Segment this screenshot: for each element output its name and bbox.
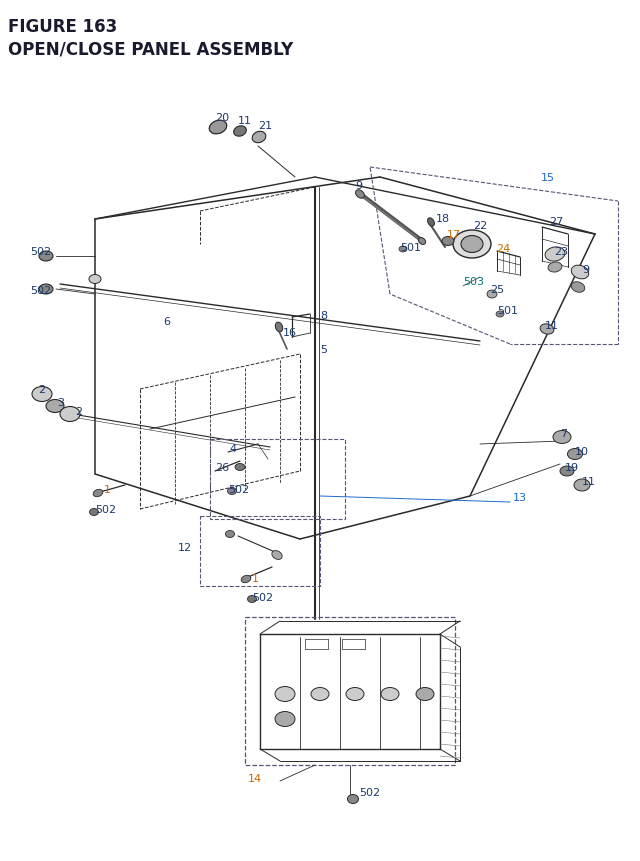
Text: 25: 25 <box>490 285 504 294</box>
Text: 503: 503 <box>463 276 484 287</box>
Text: 8: 8 <box>320 311 327 320</box>
Text: 19: 19 <box>565 462 579 473</box>
Text: 9: 9 <box>355 181 362 191</box>
Bar <box>245 617 455 765</box>
Ellipse shape <box>572 266 589 280</box>
Ellipse shape <box>419 238 426 245</box>
Bar <box>200 517 320 586</box>
Text: 13: 13 <box>513 492 527 503</box>
Ellipse shape <box>346 688 364 701</box>
Text: 24: 24 <box>496 244 510 254</box>
Text: 502: 502 <box>359 787 380 797</box>
Ellipse shape <box>252 132 266 144</box>
Text: 9: 9 <box>582 264 589 275</box>
Text: 15: 15 <box>541 173 555 183</box>
Text: 502: 502 <box>95 505 116 514</box>
Ellipse shape <box>540 325 554 335</box>
Ellipse shape <box>560 467 574 476</box>
Text: 501: 501 <box>400 243 421 253</box>
Text: 11: 11 <box>582 476 596 486</box>
Ellipse shape <box>275 712 295 727</box>
Ellipse shape <box>548 263 562 273</box>
Bar <box>210 439 345 519</box>
Ellipse shape <box>46 400 64 413</box>
Ellipse shape <box>272 551 282 560</box>
Text: 1: 1 <box>104 485 111 494</box>
Ellipse shape <box>209 121 227 134</box>
Text: OPEN/CLOSE PANEL ASSEMBLY: OPEN/CLOSE PANEL ASSEMBLY <box>8 40 293 58</box>
Text: 21: 21 <box>258 121 272 131</box>
Text: 502: 502 <box>228 485 249 494</box>
Ellipse shape <box>311 688 329 701</box>
Ellipse shape <box>348 795 358 803</box>
Ellipse shape <box>241 576 251 583</box>
Ellipse shape <box>90 509 99 516</box>
Ellipse shape <box>487 291 497 299</box>
Ellipse shape <box>39 251 53 262</box>
Text: 14: 14 <box>248 773 262 784</box>
Text: 23: 23 <box>554 247 568 257</box>
Text: 2: 2 <box>75 406 82 417</box>
Text: 11: 11 <box>238 116 252 126</box>
Text: 22: 22 <box>473 220 487 231</box>
Ellipse shape <box>545 248 565 262</box>
Ellipse shape <box>89 276 101 284</box>
Ellipse shape <box>572 282 585 293</box>
Ellipse shape <box>39 285 53 294</box>
Ellipse shape <box>93 490 103 497</box>
Text: 502: 502 <box>30 247 51 257</box>
Text: 4: 4 <box>229 443 236 454</box>
Text: 18: 18 <box>436 214 450 224</box>
Text: 6: 6 <box>163 317 170 326</box>
Text: 5: 5 <box>320 344 327 355</box>
Text: 27: 27 <box>549 217 563 226</box>
Text: 7: 7 <box>560 429 567 438</box>
Ellipse shape <box>235 464 245 471</box>
Ellipse shape <box>442 238 454 246</box>
Ellipse shape <box>227 488 237 495</box>
Text: 10: 10 <box>575 447 589 456</box>
Ellipse shape <box>381 688 399 701</box>
Ellipse shape <box>553 431 571 444</box>
Text: 17: 17 <box>447 230 461 239</box>
Text: 2: 2 <box>38 385 45 394</box>
Text: 502: 502 <box>252 592 273 603</box>
Text: 501: 501 <box>497 306 518 316</box>
Ellipse shape <box>428 219 435 227</box>
Ellipse shape <box>275 323 283 332</box>
Ellipse shape <box>275 687 295 702</box>
Text: 16: 16 <box>283 328 297 338</box>
Ellipse shape <box>248 596 257 603</box>
Ellipse shape <box>32 387 52 402</box>
Ellipse shape <box>496 312 504 318</box>
Text: 1: 1 <box>252 573 259 583</box>
Ellipse shape <box>225 531 234 538</box>
Text: 3: 3 <box>57 398 64 407</box>
Text: 502: 502 <box>30 286 51 295</box>
Ellipse shape <box>356 190 364 199</box>
Ellipse shape <box>574 480 590 492</box>
Text: 26: 26 <box>215 462 229 473</box>
Ellipse shape <box>234 127 246 137</box>
Ellipse shape <box>453 231 491 258</box>
Ellipse shape <box>568 449 582 460</box>
Text: 12: 12 <box>178 542 192 553</box>
Ellipse shape <box>416 688 434 701</box>
Text: FIGURE 163: FIGURE 163 <box>8 18 117 36</box>
Ellipse shape <box>399 247 407 253</box>
Text: 11: 11 <box>545 320 559 331</box>
Text: 20: 20 <box>215 113 229 123</box>
Ellipse shape <box>461 236 483 253</box>
Ellipse shape <box>60 407 80 422</box>
